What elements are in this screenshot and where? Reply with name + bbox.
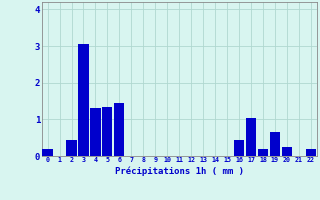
Bar <box>114 103 124 156</box>
Bar <box>258 149 268 156</box>
Bar <box>306 149 316 156</box>
Bar <box>90 108 100 156</box>
Bar <box>102 106 113 156</box>
Bar <box>234 140 244 156</box>
X-axis label: Précipitations 1h ( mm ): Précipitations 1h ( mm ) <box>115 166 244 176</box>
Bar <box>282 147 292 156</box>
Bar <box>78 44 89 156</box>
Bar <box>270 132 280 156</box>
Bar <box>246 117 256 156</box>
Bar <box>67 140 76 156</box>
Bar <box>43 149 53 156</box>
